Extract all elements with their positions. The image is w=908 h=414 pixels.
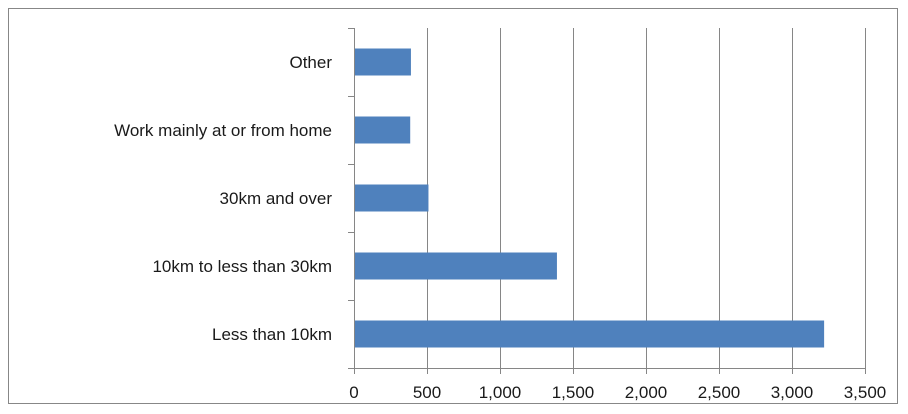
category-label: 10km to less than 30km bbox=[152, 257, 332, 276]
category-label: 30km and over bbox=[220, 189, 333, 208]
x-tick-label: 3,000 bbox=[771, 383, 814, 402]
x-tick-label: 2,500 bbox=[698, 383, 741, 402]
x-tick-label: 3,500 bbox=[844, 383, 887, 402]
category-label: Other bbox=[289, 53, 332, 72]
bar bbox=[354, 48, 411, 76]
x-tick-label: 2,000 bbox=[625, 383, 668, 402]
bar bbox=[354, 320, 825, 348]
x-tick-label: 500 bbox=[413, 383, 441, 402]
category-label: Work mainly at or from home bbox=[114, 121, 332, 140]
x-tick-label: 0 bbox=[349, 383, 358, 402]
bar bbox=[354, 184, 429, 212]
x-tick-label: 1,000 bbox=[479, 383, 522, 402]
category-label: Less than 10km bbox=[212, 325, 332, 344]
bar bbox=[354, 252, 557, 280]
bar bbox=[354, 116, 411, 144]
x-tick-label: 1,500 bbox=[552, 383, 595, 402]
